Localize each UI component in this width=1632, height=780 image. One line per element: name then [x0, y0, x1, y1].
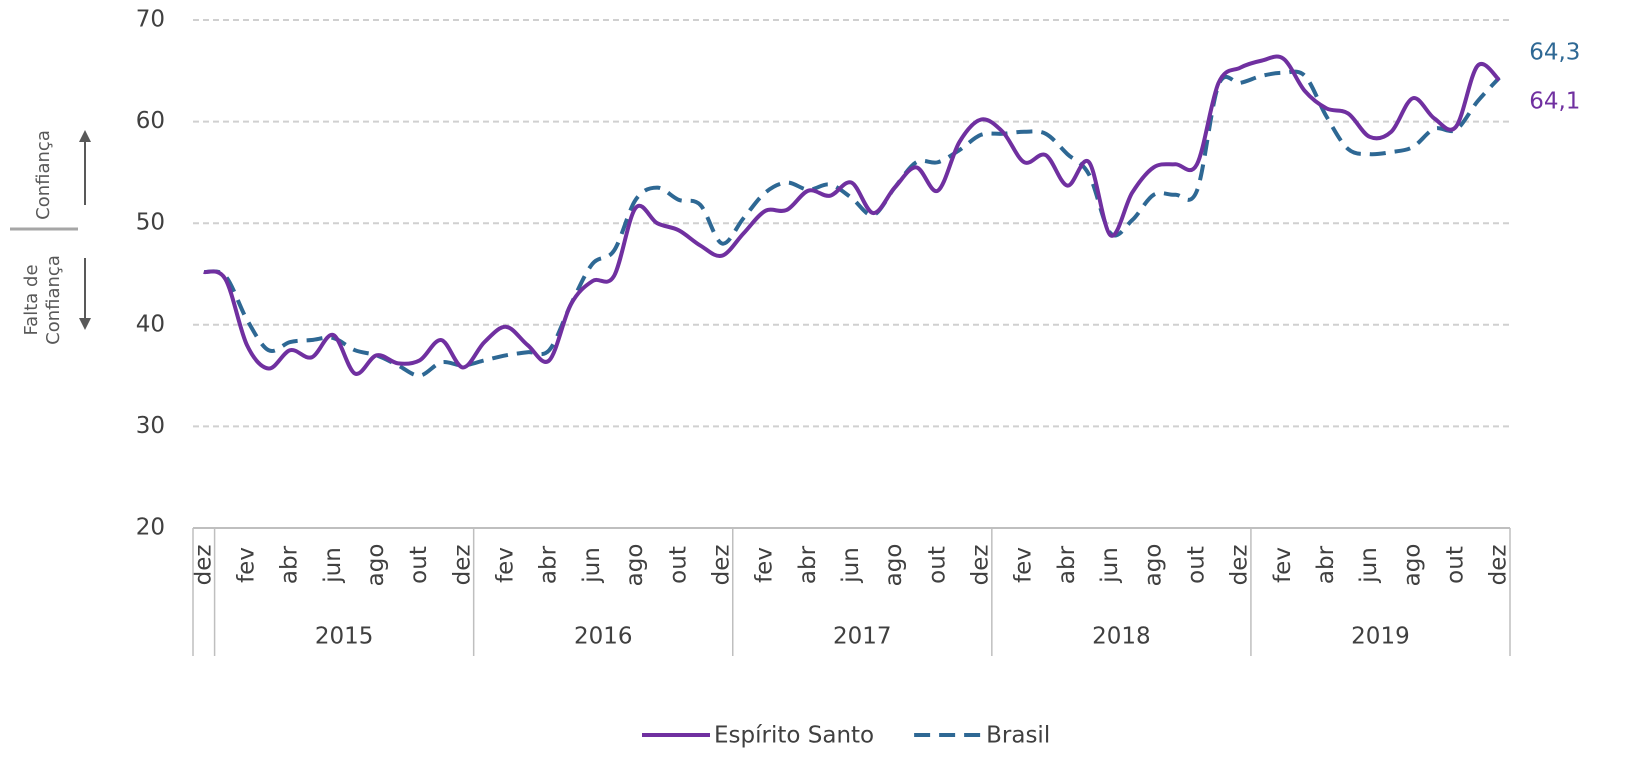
y-tick-label: 70	[136, 7, 165, 33]
x-tick-label: abr	[795, 545, 821, 584]
x-tick-label: dez	[449, 545, 475, 586]
x-tick-label: ago	[1140, 544, 1166, 587]
y-tick-label: 50	[136, 210, 165, 236]
x-tick-label: ago	[1399, 544, 1425, 587]
x-tick-label: abr	[277, 545, 303, 584]
year-label: 2016	[574, 624, 633, 650]
y-tick-label: 20	[136, 515, 165, 541]
y-tick-label: 60	[136, 108, 165, 134]
x-tick-label: fev	[1011, 547, 1037, 583]
x-tick-label: out	[1443, 546, 1469, 584]
x-tick-label: dez	[190, 545, 216, 586]
legend-label: Brasil	[986, 723, 1050, 749]
x-tick-label: out	[1183, 546, 1209, 584]
x-tick-label: ago	[622, 544, 648, 587]
data-label: 64,3	[1529, 39, 1580, 65]
x-tick-label: jun	[1097, 547, 1123, 584]
legend-label: Espírito Santo	[714, 723, 874, 749]
data-label: 64,1	[1529, 88, 1580, 114]
x-tick-label: ago	[881, 544, 907, 587]
x-tick-label: jun	[579, 547, 605, 584]
x-tick-label: dez	[968, 545, 994, 586]
year-label: 2018	[1092, 624, 1151, 650]
year-label: 2019	[1351, 624, 1410, 650]
x-tick-label: abr	[536, 545, 562, 584]
x-tick-label: out	[665, 546, 691, 584]
x-tick-label: fev	[752, 547, 778, 583]
annotation: Falta de	[21, 264, 42, 335]
y-tick-label: 40	[136, 311, 165, 337]
year-label: 2015	[315, 624, 374, 650]
x-tick-label: ago	[363, 544, 389, 587]
x-tick-label: abr	[1054, 545, 1080, 584]
x-tick-label: jun	[1356, 547, 1382, 584]
x-tick-label: dez	[1486, 545, 1512, 586]
annotation: Confiança	[43, 255, 64, 345]
y-tick-label: 30	[136, 413, 165, 439]
series-line	[203, 54, 1501, 376]
x-tick-label: dez	[708, 545, 734, 586]
x-tick-label: out	[406, 546, 432, 584]
x-tick-label: out	[924, 546, 950, 584]
year-label: 2017	[833, 624, 892, 650]
x-tick-label: fev	[1270, 547, 1296, 583]
x-tick-label: jun	[838, 547, 864, 584]
x-tick-label: abr	[1313, 545, 1339, 584]
x-tick-label: jun	[320, 547, 346, 584]
x-tick-label: fev	[233, 547, 259, 583]
arrow-down-head	[79, 318, 91, 330]
annotation: Confiança	[33, 130, 54, 220]
x-tick-label: fev	[493, 547, 519, 583]
arrow-up-head	[79, 130, 91, 142]
x-tick-label: dez	[1227, 545, 1253, 586]
